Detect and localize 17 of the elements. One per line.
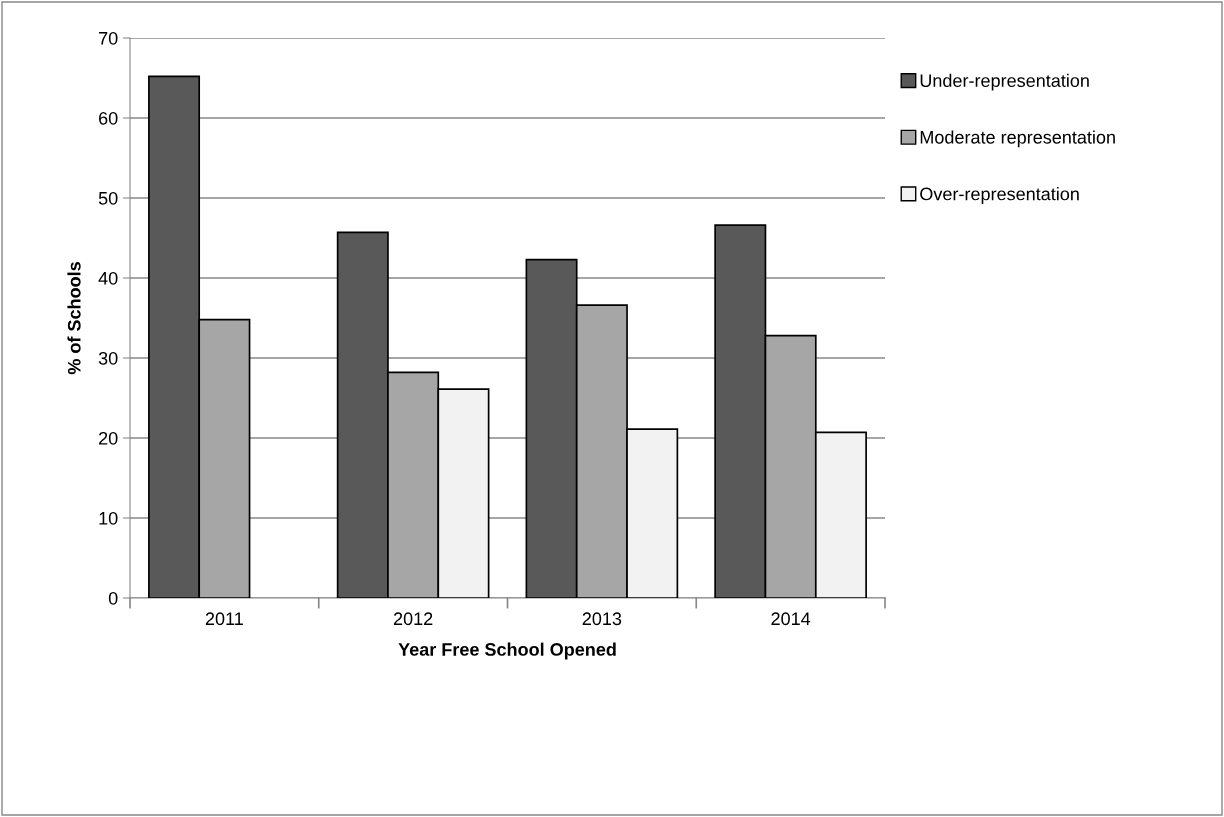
legend-label: Moderate representation xyxy=(920,130,1115,148)
y-tick-label: 0 xyxy=(108,591,118,605)
y-tick-label: 20 xyxy=(99,431,118,445)
y-axis-title: % of Schools xyxy=(67,262,81,375)
x-tick-label: 2012 xyxy=(393,612,433,626)
x-tick-label: 2013 xyxy=(582,612,622,626)
x-tick-label: 2014 xyxy=(771,612,811,626)
x-tick-label: 2011 xyxy=(205,612,243,626)
y-tick-label: 70 xyxy=(99,31,118,45)
legend-label: Under-representation xyxy=(920,73,1089,91)
y-tick-label: 30 xyxy=(98,351,118,365)
y-tick-label: 50 xyxy=(98,191,118,205)
legend-label: Over-representation xyxy=(920,187,1079,204)
x-axis-title: Year Free School Opened xyxy=(398,642,616,660)
y-tick-label: 60 xyxy=(99,111,118,125)
y-tick-label: 10 xyxy=(99,511,118,525)
y-tick-label: 40 xyxy=(98,271,118,285)
